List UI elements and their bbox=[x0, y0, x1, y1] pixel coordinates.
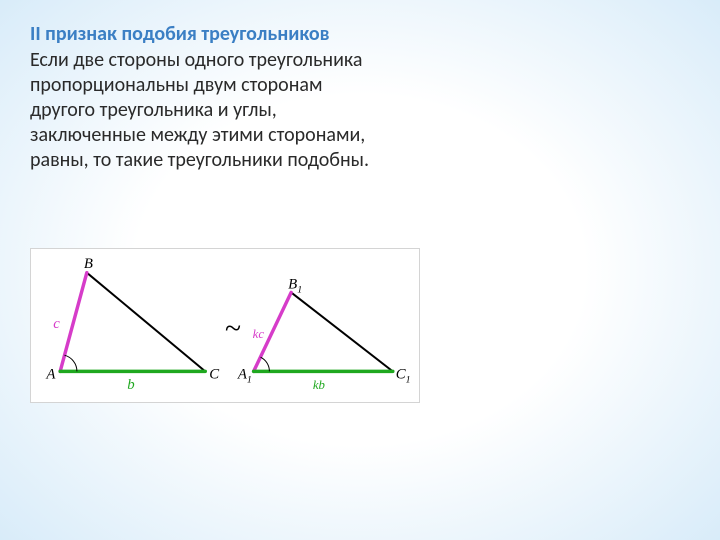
slide: II признак подобия треугольников Если дв… bbox=[0, 0, 720, 540]
svg-text:A1: A1 bbox=[237, 366, 252, 385]
svg-text:A: A bbox=[45, 366, 56, 382]
svg-text:c: c bbox=[53, 316, 60, 332]
svg-text:~: ~ bbox=[225, 313, 241, 345]
svg-text:B: B bbox=[84, 256, 93, 272]
svg-text:C: C bbox=[209, 366, 219, 382]
svg-text:b: b bbox=[127, 377, 134, 393]
page-title: II признак подобия треугольников bbox=[30, 22, 690, 47]
similarity-figure: ABCcbA1B1C1kckb~ bbox=[30, 248, 420, 403]
figure-svg: ABCcbA1B1C1kckb~ bbox=[31, 249, 419, 402]
svg-text:kc: kc bbox=[253, 327, 265, 341]
svg-text:C1: C1 bbox=[396, 366, 411, 385]
theorem-body: Если две стороны одного треугольника про… bbox=[30, 48, 390, 173]
svg-text:kb: kb bbox=[313, 378, 326, 392]
